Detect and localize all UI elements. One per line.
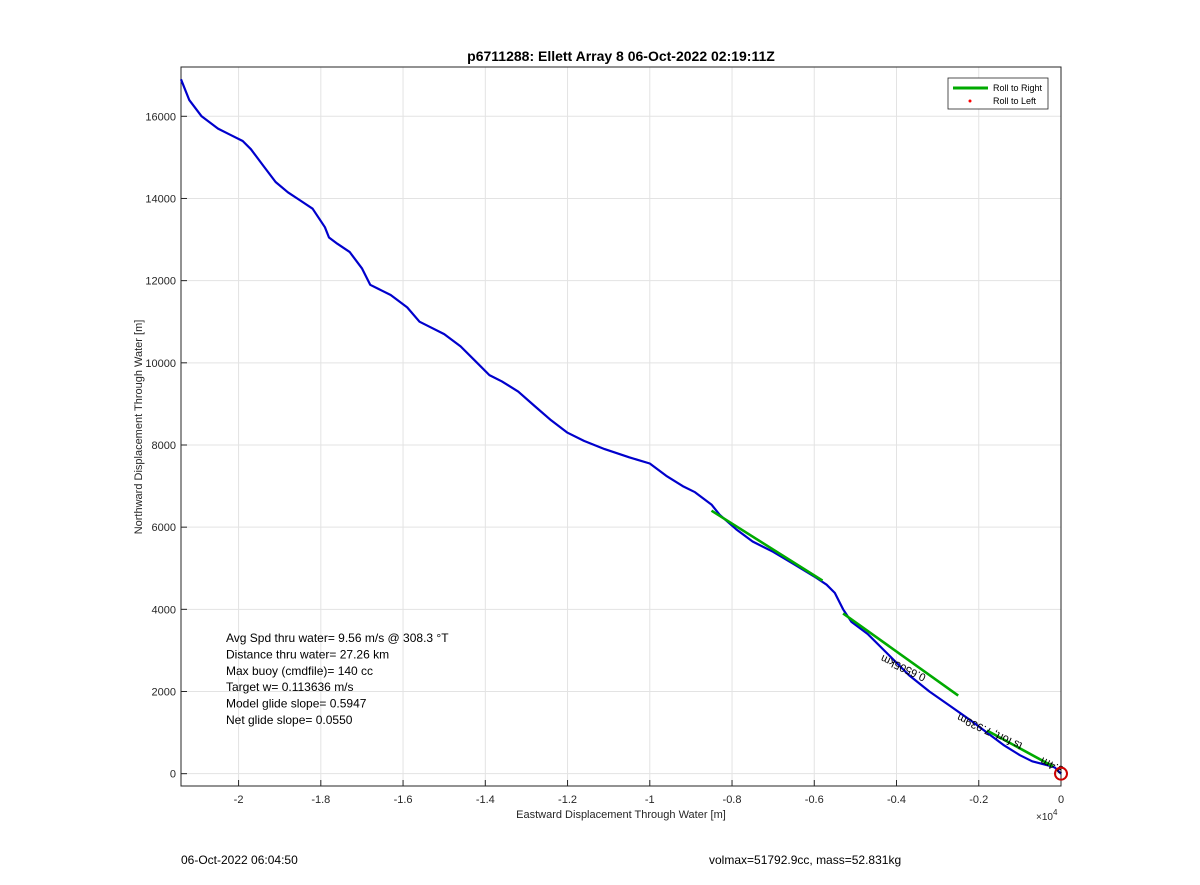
data-series bbox=[179, 78, 1062, 775]
y-tick-label: 12000 bbox=[145, 276, 176, 288]
x-tick-label: -1 bbox=[645, 794, 655, 806]
y-tick-label: 10000 bbox=[145, 358, 176, 370]
grid-lines bbox=[181, 67, 1062, 786]
y-tick-label: 2000 bbox=[152, 687, 176, 699]
stats-line: Model glide slope= 0.5947 bbox=[226, 697, 367, 711]
y-tick-label: 14000 bbox=[145, 193, 176, 205]
y-axis-label: Northward Displacement Through Water [m] bbox=[133, 320, 145, 535]
x-tick-label: -1.4 bbox=[476, 794, 495, 806]
y-tick-label: 6000 bbox=[152, 522, 176, 534]
stats-line: Net glide slope= 0.0550 bbox=[226, 713, 353, 727]
legend: Roll to Right Roll to Left bbox=[947, 77, 1049, 110]
legend-label-roll-right: Roll to Right bbox=[993, 83, 1043, 93]
chart-title: p6711288: Ellett Array 8 06-Oct-2022 02:… bbox=[467, 48, 775, 64]
legend-dot-roll-left bbox=[968, 99, 972, 103]
roll-right-segment bbox=[842, 612, 959, 697]
tick-labels: -2 -1.8 -1.6 -1.4 -1.2 -1 -0.8 -0.6 -0.4 -0.2 0 0 20… bbox=[145, 111, 1064, 806]
rotated-annotation: ts fort, 7.939m bbox=[955, 711, 1024, 752]
stats-line: Max buoy (cmdfile)= 140 cc bbox=[226, 664, 373, 678]
footer-timestamp: 06-Oct-2022 06:04:50 bbox=[181, 853, 298, 867]
y-tick-label: 0 bbox=[170, 769, 176, 781]
markers bbox=[1054, 766, 1068, 781]
x-exponent-label: ×104 bbox=[1036, 808, 1058, 823]
y-tick-label: 4000 bbox=[152, 604, 176, 616]
x-tick-label: -1.8 bbox=[311, 794, 330, 806]
stats-annotation: Avg Spd thru water= 9.56 m/s @ 308.3 °T D… bbox=[226, 631, 449, 727]
x-tick-label: -2 bbox=[234, 794, 244, 806]
rotated-annotation: 3.4m bbox=[1039, 754, 1066, 775]
x-tick-label: 0 bbox=[1058, 794, 1064, 806]
x-tick-label: -0.6 bbox=[805, 794, 824, 806]
y-tick-label: 8000 bbox=[152, 440, 176, 452]
x-tick-label: -0.2 bbox=[969, 794, 988, 806]
roll-right-segment bbox=[986, 729, 1054, 768]
footer-summary: volmax=51792.9cc, mass=52.831kg bbox=[709, 853, 902, 867]
x-tick-label: -0.8 bbox=[723, 794, 742, 806]
legend-label-roll-left: Roll to Left bbox=[993, 96, 1037, 106]
x-axis-label: Eastward Displacement Through Water [m] bbox=[516, 809, 726, 821]
x-exponent-power: 4 bbox=[1053, 808, 1058, 817]
y-tick-label: 16000 bbox=[145, 111, 176, 123]
x-exponent-base: ×10 bbox=[1036, 812, 1053, 823]
stats-line: Distance thru water= 27.26 km bbox=[226, 647, 389, 661]
x-tick-label: -1.2 bbox=[558, 794, 577, 806]
x-tick-label: -1.6 bbox=[394, 794, 413, 806]
plot-area bbox=[180, 66, 1062, 787]
end-marker bbox=[1054, 766, 1068, 781]
x-tick-label: -0.4 bbox=[887, 794, 906, 806]
legend-box bbox=[947, 77, 1049, 110]
stats-line: Avg Spd thru water= 9.56 m/s @ 308.3 °T bbox=[226, 631, 449, 645]
stats-line: Target w= 0.113636 m/s bbox=[226, 680, 354, 694]
roll-right-segment bbox=[710, 509, 824, 582]
track-line bbox=[179, 78, 1062, 775]
